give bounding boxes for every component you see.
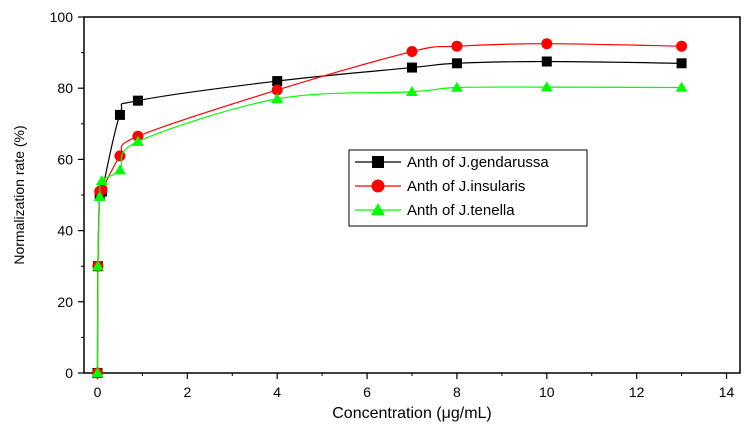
data-point <box>451 40 463 52</box>
data-point <box>675 81 688 92</box>
x-tick-label: 4 <box>273 384 281 400</box>
data-point <box>450 81 463 92</box>
data-point <box>676 58 687 69</box>
data-point <box>541 38 553 50</box>
data-point <box>271 93 284 104</box>
data-point <box>272 76 283 87</box>
data-point <box>132 95 143 106</box>
data-point <box>95 175 108 186</box>
legend-item: Anth of J.tenella <box>355 202 515 219</box>
x-tick-label: 8 <box>453 384 461 400</box>
data-point <box>407 62 417 73</box>
y-tick-label: 80 <box>57 80 73 96</box>
legend-item: Anth of J.insularis <box>355 178 525 195</box>
series-layer <box>91 38 688 379</box>
legend-label: Anth of J.gendarussa <box>407 154 549 171</box>
data-point <box>676 40 688 52</box>
legend-label: Anth of J.tenella <box>407 202 515 219</box>
legend-label: Anth of J.insularis <box>407 178 525 195</box>
series-line <box>96 86 682 374</box>
legend-box <box>348 149 588 227</box>
data-point <box>540 81 553 92</box>
data-point <box>451 58 462 69</box>
legend: Anth of J.gendarussa Anth of J.insularis A… <box>348 149 588 227</box>
data-point <box>91 367 104 378</box>
data-point <box>271 84 283 96</box>
x-axis-label: Concentration (μg/mL) <box>332 405 492 422</box>
legend-item: Anth of J.gendarussa <box>355 154 549 171</box>
y-tick-label: 60 <box>57 151 73 167</box>
data-point <box>114 109 125 120</box>
series <box>91 81 688 378</box>
data-point <box>91 260 104 271</box>
x-tick-label: 6 <box>363 384 371 400</box>
data-point <box>406 86 418 97</box>
data-point <box>406 46 418 58</box>
x-tick-label: 0 <box>94 384 102 400</box>
x-tick-label: 14 <box>719 384 735 400</box>
x-tick-label: 2 <box>183 384 191 400</box>
y-axis-label: Normalization rate (%) <box>11 125 27 264</box>
data-point <box>372 156 384 168</box>
x-tick-label: 10 <box>539 384 555 400</box>
y-tick-label: 0 <box>65 365 73 381</box>
data-point <box>131 135 144 146</box>
data-point <box>371 203 385 216</box>
axis-ticks: 0 2 4 6 8 10 12 14 0 20 40 60 80 100 <box>50 9 735 400</box>
y-tick-label: 20 <box>57 294 73 310</box>
data-point <box>541 56 552 67</box>
data-point <box>371 179 385 193</box>
data-point <box>96 184 108 196</box>
data-point <box>93 191 106 202</box>
data-point <box>113 164 126 175</box>
x-tick-label: 12 <box>629 384 645 400</box>
y-tick-label: 40 <box>57 223 73 239</box>
y-tick-label: 100 <box>50 9 74 25</box>
